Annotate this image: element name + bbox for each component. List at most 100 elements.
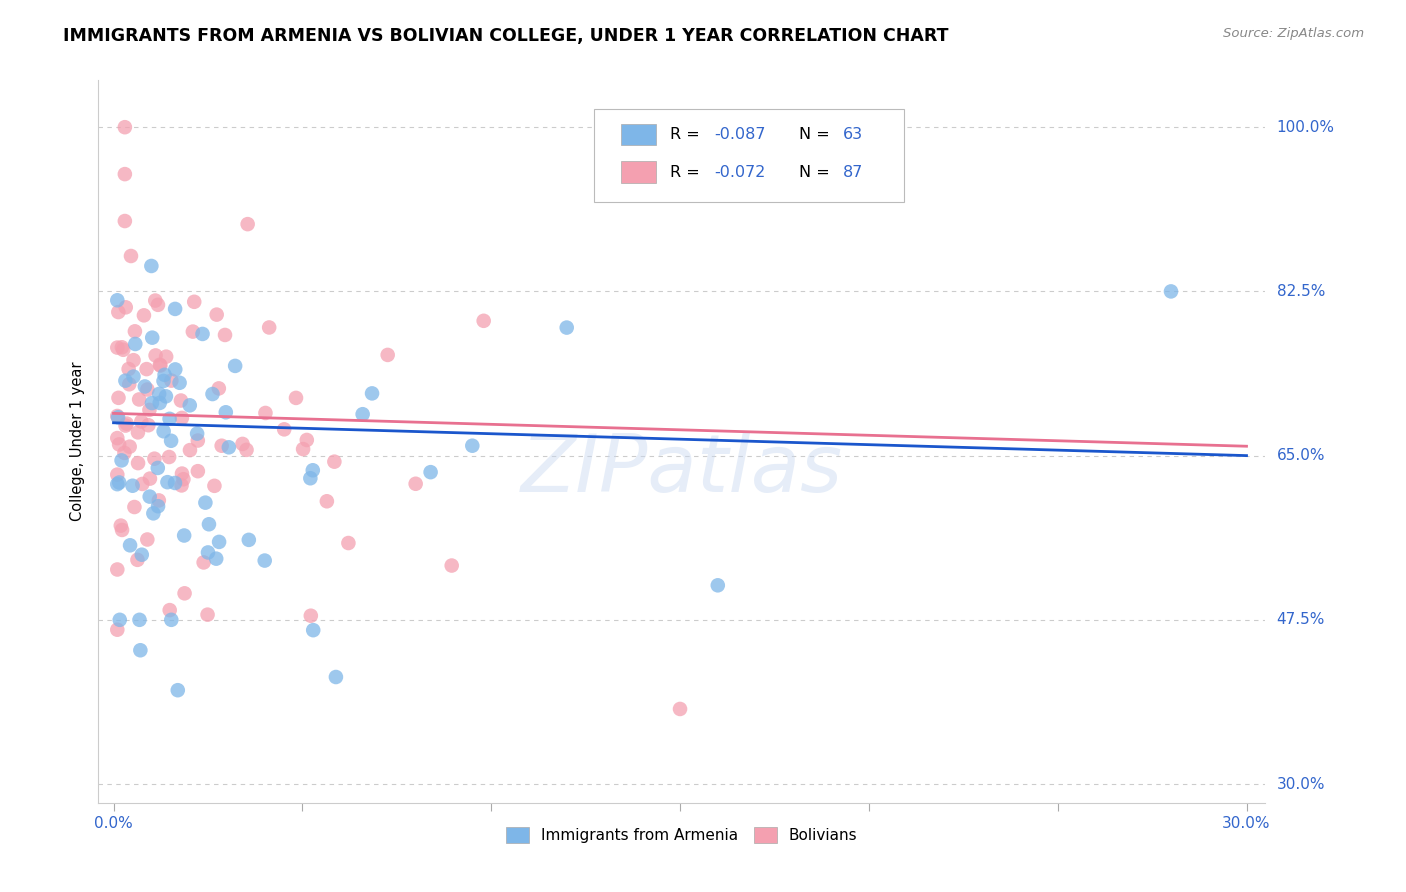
Text: ZIPatlas: ZIPatlas: [520, 432, 844, 509]
FancyBboxPatch shape: [595, 109, 904, 202]
Point: [155, 350, 177, 364]
Point: [155, 389, 177, 403]
Point: [211, 439, 233, 453]
Point: [110, 453, 132, 467]
Point: [254, 406, 277, 420]
Point: [160, 613, 183, 627]
Point: [461, 439, 484, 453]
Point: [555, 320, 578, 334]
Point: [152, 374, 174, 388]
Point: [205, 308, 228, 322]
Point: [128, 613, 150, 627]
Point: [215, 405, 238, 419]
Point: [111, 340, 134, 354]
Point: [285, 391, 308, 405]
Point: [292, 442, 315, 456]
Point: [302, 623, 325, 637]
Point: [707, 578, 730, 592]
Point: [142, 507, 165, 521]
Text: -0.087: -0.087: [714, 127, 766, 142]
Point: [337, 536, 360, 550]
Point: [141, 259, 163, 273]
Point: [105, 623, 128, 637]
Text: N =: N =: [799, 164, 835, 179]
Point: [205, 551, 228, 566]
Point: [127, 456, 149, 470]
Point: [120, 538, 142, 552]
Point: [166, 683, 188, 698]
Point: [107, 391, 129, 405]
Point: [236, 217, 259, 231]
Point: [122, 369, 145, 384]
Point: [194, 496, 217, 510]
Bar: [621, 161, 657, 183]
Point: [170, 411, 193, 425]
Point: [114, 446, 136, 460]
Text: 63: 63: [844, 127, 863, 142]
Text: 82.5%: 82.5%: [1277, 284, 1324, 299]
Point: [148, 387, 170, 401]
Point: [153, 368, 176, 382]
Point: [238, 533, 260, 547]
Point: [197, 607, 219, 622]
Point: [124, 500, 146, 514]
Point: [1160, 285, 1182, 299]
Point: [273, 422, 295, 436]
Point: [186, 426, 208, 441]
Point: [299, 471, 322, 485]
Point: [105, 293, 128, 308]
Point: [224, 359, 246, 373]
Point: [299, 608, 322, 623]
Point: [160, 434, 183, 448]
Point: [149, 358, 172, 372]
Point: [173, 528, 195, 542]
Point: [105, 341, 128, 355]
Text: IMMIGRANTS FROM ARMENIA VS BOLIVIAN COLLEGE, UNDER 1 YEAR CORRELATION CHART: IMMIGRANTS FROM ARMENIA VS BOLIVIAN COLL…: [63, 27, 949, 45]
Point: [325, 670, 347, 684]
Point: [138, 418, 160, 433]
Text: 87: 87: [844, 164, 863, 179]
Point: [146, 499, 169, 513]
Point: [187, 434, 209, 448]
Point: [218, 440, 240, 454]
Point: [138, 490, 160, 504]
Point: [141, 396, 163, 410]
Point: [132, 309, 155, 323]
Point: [295, 433, 318, 447]
Point: [141, 331, 163, 345]
Point: [361, 386, 384, 401]
Text: 100.0%: 100.0%: [1277, 120, 1334, 135]
Point: [108, 613, 131, 627]
Point: [181, 325, 204, 339]
Point: [191, 326, 214, 341]
Point: [352, 407, 374, 421]
Point: [124, 337, 146, 351]
Point: [179, 398, 201, 412]
Point: [183, 294, 205, 309]
Point: [114, 418, 136, 433]
Point: [127, 425, 149, 440]
Text: 30.0%: 30.0%: [1277, 777, 1324, 791]
Point: [163, 475, 186, 490]
Point: [231, 437, 253, 451]
Point: [669, 702, 692, 716]
Point: [315, 494, 337, 508]
Point: [149, 396, 172, 410]
Point: [115, 417, 138, 431]
Point: [257, 320, 280, 334]
Point: [117, 362, 139, 376]
Point: [198, 517, 221, 532]
Point: [122, 353, 145, 368]
Point: [107, 305, 129, 319]
Point: [146, 298, 169, 312]
Point: [114, 374, 136, 388]
Point: [121, 479, 143, 493]
Point: [165, 301, 187, 316]
Point: [235, 442, 257, 457]
Point: [127, 553, 149, 567]
Point: [157, 450, 180, 464]
Y-axis label: College, Under 1 year: College, Under 1 year: [70, 362, 86, 521]
Point: [169, 376, 191, 390]
Point: [105, 477, 128, 491]
Point: [148, 493, 170, 508]
